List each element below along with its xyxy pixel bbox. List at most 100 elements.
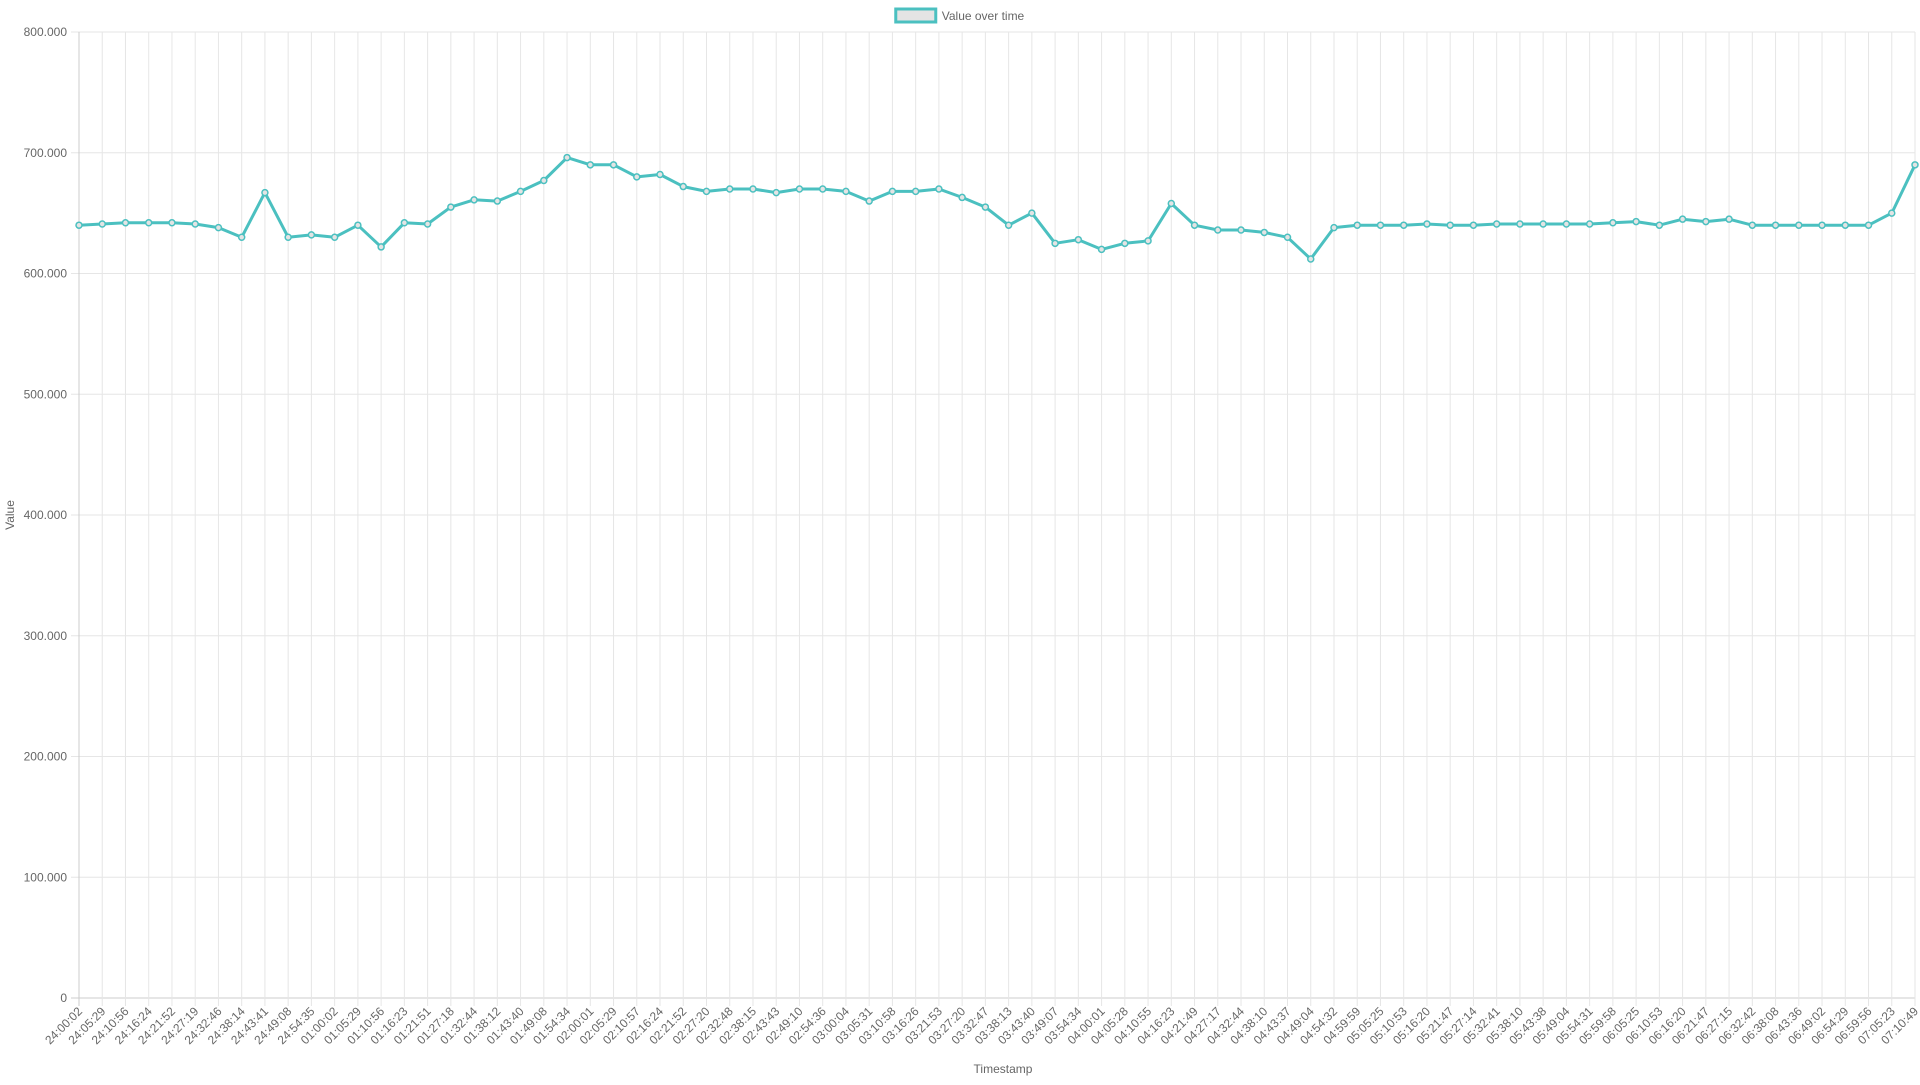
data-point[interactable] (330, 233, 339, 242)
data-point[interactable] (191, 220, 199, 228)
data-point[interactable] (586, 161, 595, 169)
data-point[interactable] (1562, 220, 1571, 228)
data-point[interactable] (307, 231, 316, 239)
data-point[interactable] (1702, 217, 1710, 226)
y-tick-label: 0 (60, 991, 67, 1005)
data-point[interactable] (1446, 221, 1454, 229)
data-point[interactable] (377, 243, 385, 251)
data-point[interactable] (1097, 245, 1106, 254)
y-tick-label: 100.000 (24, 870, 68, 884)
data-point[interactable] (1028, 209, 1036, 217)
y-tick-label: 400.000 (24, 508, 68, 522)
data-point[interactable] (1888, 209, 1896, 217)
series-line (78, 156, 1917, 261)
data-point[interactable] (911, 187, 920, 196)
data-point[interactable] (1330, 223, 1338, 232)
legend-label: Value over time (942, 9, 1025, 23)
data-point[interactable] (470, 196, 478, 204)
legend[interactable]: Value over time (894, 7, 1025, 24)
data-point[interactable] (121, 219, 130, 227)
data-point[interactable] (1399, 221, 1408, 229)
x-axis: 24:00:0224:05:2924:10:5624:16:2424:21:52… (42, 1004, 1920, 1047)
data-point[interactable] (935, 185, 943, 193)
data-point[interactable] (1771, 221, 1780, 229)
data-point[interactable] (563, 153, 571, 162)
data-point[interactable] (772, 188, 780, 197)
data-point[interactable] (725, 185, 734, 193)
data-point[interactable] (1795, 221, 1803, 229)
data-point[interactable] (237, 233, 246, 242)
data-point[interactable] (261, 188, 269, 197)
y-tick-label: 600.000 (24, 267, 68, 281)
data-point[interactable] (98, 220, 106, 228)
data-point[interactable] (1190, 221, 1199, 229)
data-point[interactable] (981, 203, 990, 211)
data-point[interactable] (865, 197, 873, 205)
data-point[interactable] (447, 203, 455, 211)
data-point[interactable] (1632, 217, 1640, 226)
data-point[interactable] (1051, 239, 1059, 248)
data-point[interactable] (1376, 221, 1385, 229)
data-point[interactable] (1004, 221, 1013, 229)
grid (71, 31, 1916, 1006)
data-point[interactable] (1353, 221, 1361, 229)
data-point[interactable] (749, 185, 757, 193)
data-point[interactable] (1725, 215, 1733, 223)
data-point[interactable] (214, 223, 223, 232)
data-point[interactable] (1492, 220, 1501, 228)
data-point[interactable] (1841, 221, 1850, 229)
data-point[interactable] (75, 221, 83, 229)
data-point[interactable] (284, 233, 292, 242)
data-point[interactable] (609, 161, 618, 169)
data-point[interactable] (1167, 199, 1176, 208)
data-point[interactable] (1214, 226, 1222, 234)
data-point[interactable] (1237, 226, 1245, 234)
data-point[interactable] (1144, 237, 1152, 245)
data-point[interactable] (633, 173, 641, 181)
legend-swatch[interactable] (894, 7, 938, 24)
y-tick-label: 800.000 (24, 25, 68, 39)
data-point[interactable] (842, 187, 850, 196)
data-point[interactable] (400, 219, 409, 227)
data-point[interactable] (354, 221, 362, 229)
data-point[interactable] (1911, 161, 1919, 169)
data-point[interactable] (1074, 235, 1083, 244)
data-point[interactable] (818, 185, 827, 193)
data-point[interactable] (1609, 219, 1617, 227)
y-axis-title: Value (3, 500, 17, 530)
data-point[interactable] (144, 219, 153, 227)
data-point[interactable] (1260, 228, 1269, 237)
data-point[interactable] (493, 197, 502, 205)
data-point[interactable] (540, 176, 548, 185)
series-layer (75, 153, 1919, 263)
data-point[interactable] (656, 170, 664, 179)
data-point[interactable] (1818, 221, 1826, 229)
data-point[interactable] (1469, 221, 1478, 229)
data-point[interactable] (1678, 215, 1687, 223)
x-axis-title: Timestamp (974, 1062, 1033, 1076)
data-point[interactable] (1748, 221, 1757, 229)
data-point[interactable] (679, 182, 688, 191)
data-point[interactable] (1655, 221, 1664, 229)
data-point[interactable] (702, 187, 711, 196)
data-point[interactable] (423, 220, 432, 228)
data-point[interactable] (1516, 220, 1524, 228)
y-tick-label: 200.000 (24, 750, 68, 764)
data-point[interactable] (1539, 220, 1547, 228)
data-point[interactable] (888, 187, 897, 196)
data-point[interactable] (1306, 255, 1315, 263)
data-point[interactable] (168, 219, 176, 227)
data-point[interactable] (795, 185, 804, 193)
data-point[interactable] (516, 187, 525, 196)
y-tick-label: 300.000 (24, 629, 68, 643)
data-point[interactable] (958, 193, 966, 202)
data-point[interactable] (1585, 220, 1594, 228)
data-point[interactable] (1121, 239, 1129, 248)
data-point[interactable] (1283, 233, 1292, 242)
data-point[interactable] (1423, 220, 1431, 228)
y-tick-label: 700.000 (24, 146, 68, 160)
data-point[interactable] (1864, 221, 1873, 229)
y-axis: 0 100.000 200.000 300.000 400.000 500.000 600.… (24, 25, 68, 1005)
